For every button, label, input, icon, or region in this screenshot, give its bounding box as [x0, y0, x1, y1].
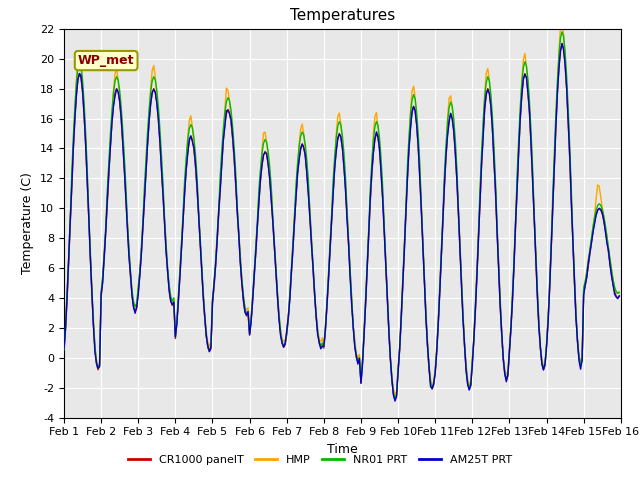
- AM25T PRT: [588, 240, 595, 246]
- AM25T PRT: [616, 293, 623, 299]
- HMP: [128, 290, 136, 296]
- NR01 PRT: [588, 235, 595, 241]
- Legend: CR1000 panelT, HMP, NR01 PRT, AM25T PRT: CR1000 panelT, HMP, NR01 PRT, AM25T PRT: [124, 451, 516, 469]
- Title: Temperatures: Temperatures: [290, 9, 395, 24]
- HMP: [303, 163, 310, 169]
- CR1000 panelT: [303, 169, 310, 175]
- HMP: [244, 305, 252, 311]
- NR01 PRT: [616, 289, 623, 295]
- HMP: [391, 391, 399, 397]
- Line: AM25T PRT: AM25T PRT: [64, 43, 620, 401]
- AM25T PRT: [128, 293, 136, 299]
- CR1000 panelT: [391, 397, 399, 403]
- X-axis label: Time: Time: [327, 443, 358, 456]
- HMP: [226, 98, 234, 104]
- NR01 PRT: [391, 395, 399, 401]
- AM25T PRT: [60, 346, 68, 352]
- AM25T PRT: [558, 40, 566, 46]
- NR01 PRT: [60, 347, 68, 353]
- HMP: [588, 237, 595, 242]
- AM25T PRT: [253, 223, 261, 229]
- NR01 PRT: [128, 288, 136, 294]
- Text: WP_met: WP_met: [78, 54, 134, 67]
- HMP: [558, 19, 566, 24]
- NR01 PRT: [244, 309, 252, 314]
- CR1000 panelT: [588, 240, 595, 245]
- CR1000 panelT: [128, 292, 136, 298]
- CR1000 panelT: [244, 310, 252, 316]
- NR01 PRT: [558, 29, 566, 35]
- AM25T PRT: [244, 309, 252, 314]
- Line: CR1000 panelT: CR1000 panelT: [64, 44, 620, 400]
- CR1000 panelT: [616, 294, 623, 300]
- NR01 PRT: [303, 157, 310, 163]
- HMP: [60, 343, 68, 349]
- Line: NR01 PRT: NR01 PRT: [64, 32, 620, 398]
- HMP: [616, 290, 623, 296]
- Line: HMP: HMP: [64, 22, 620, 394]
- AM25T PRT: [391, 398, 399, 404]
- CR1000 panelT: [558, 41, 566, 47]
- NR01 PRT: [226, 98, 234, 104]
- NR01 PRT: [253, 218, 261, 224]
- CR1000 panelT: [253, 223, 261, 229]
- AM25T PRT: [303, 171, 310, 177]
- CR1000 panelT: [226, 109, 234, 115]
- AM25T PRT: [226, 111, 234, 117]
- Y-axis label: Temperature (C): Temperature (C): [22, 172, 35, 274]
- CR1000 panelT: [60, 348, 68, 354]
- HMP: [253, 223, 261, 228]
